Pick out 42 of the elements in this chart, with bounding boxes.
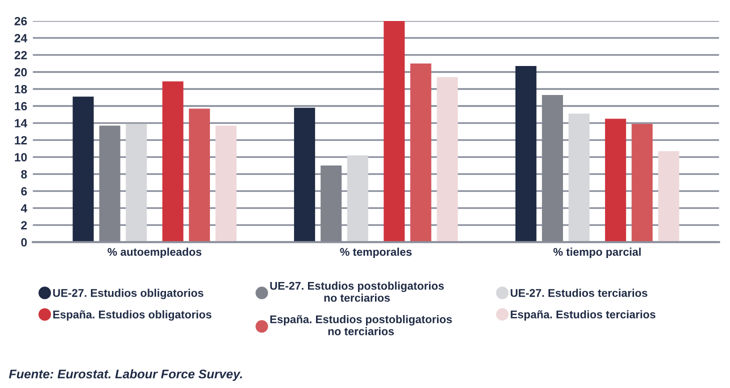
- source-note: Fuente: Eurostat. Labour Force Survey.: [8, 369, 242, 381]
- legend-label: UE-27. Estudios terciarios: [510, 288, 648, 297]
- legend-label: España. Estudios obligatorios: [53, 310, 212, 321]
- bar: [162, 81, 184, 242]
- y-tick-label: 4: [20, 204, 28, 212]
- bar: [347, 155, 368, 242]
- bar: [436, 77, 458, 242]
- bar: [605, 118, 626, 242]
- legend-label: España. Estudios terciarios: [510, 310, 656, 321]
- bar: [410, 63, 432, 242]
- y-tick-label: 12: [14, 136, 27, 144]
- bar: [568, 114, 590, 242]
- bar: [99, 126, 120, 242]
- y-tick-label: 16: [14, 102, 27, 110]
- y-tick-label: 2: [21, 221, 27, 230]
- bar: [188, 108, 210, 242]
- y-tick-label: 24: [14, 34, 28, 42]
- bar: [72, 96, 94, 242]
- bar: [658, 151, 680, 242]
- x-tick-label: % tiempo parcial: [553, 248, 641, 258]
- bar: [215, 126, 236, 242]
- legend-label: UE-27. Estudios postobligatorios no terciarios: [270, 282, 444, 302]
- y-tick-label: 20: [14, 68, 27, 76]
- bar: [320, 166, 342, 242]
- bar: [384, 20, 405, 242]
- y-tick-label: 14: [14, 119, 28, 128]
- y-tick-label: 26: [14, 16, 27, 26]
- x-tick-label: % temporales: [340, 248, 412, 258]
- y-tick-label: 8: [21, 170, 27, 178]
- bar: [515, 66, 536, 242]
- y-tick-label: 0: [21, 238, 27, 247]
- legend-label: UE-27. Estudios obligatorios: [53, 288, 204, 300]
- y-tick-label: 6: [21, 187, 27, 196]
- bar: [542, 94, 563, 242]
- x-tick-label: % autoempleados: [108, 248, 202, 258]
- y-tick-label: 18: [14, 85, 27, 94]
- bar: [126, 124, 147, 242]
- y-tick-label: 10: [14, 153, 27, 162]
- y-tick-label: 22: [14, 51, 27, 60]
- bar: [632, 124, 653, 242]
- bar: [294, 108, 316, 242]
- legend-label: España. Estudios postobligatorios no terciarios: [270, 315, 452, 336]
